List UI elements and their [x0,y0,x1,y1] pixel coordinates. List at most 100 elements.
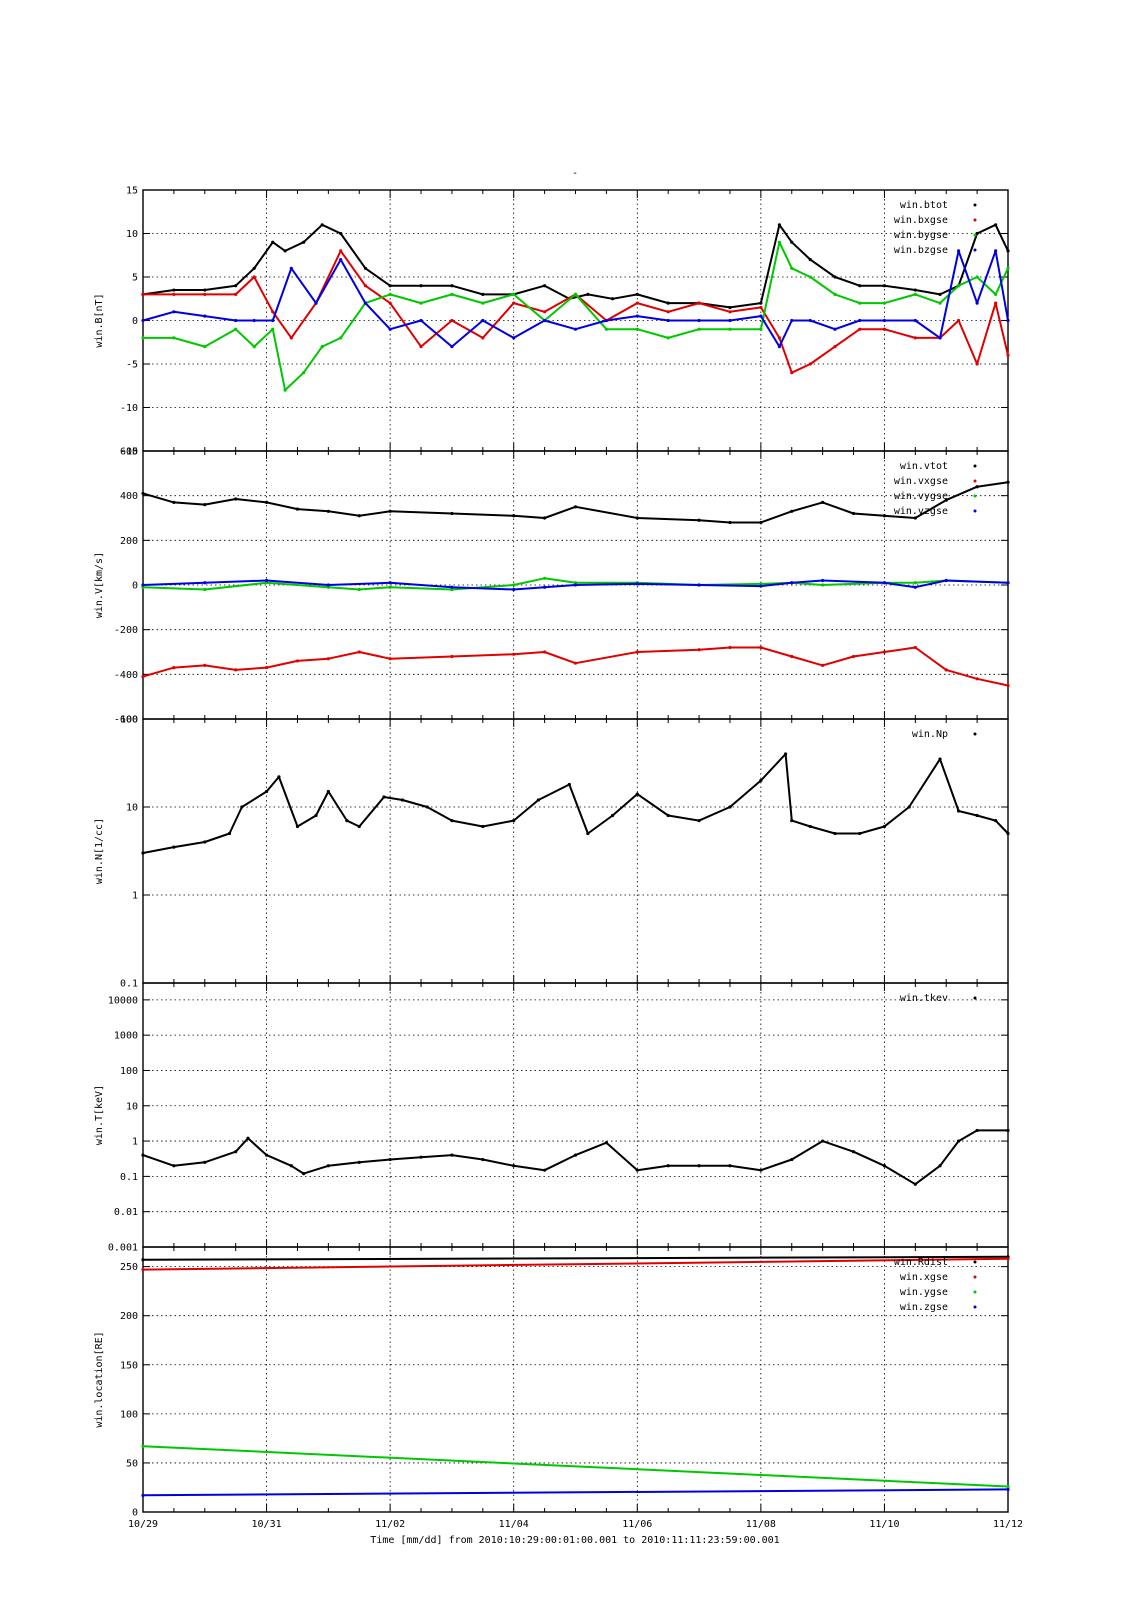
data-point-win-bzgse [790,318,794,323]
series-win-zgse [141,1487,1010,1497]
data-point-win-bxgse [141,292,145,296]
series-line-win-tkev [142,1129,1008,1186]
data-point-win-vxgse [512,652,516,656]
data-point-win-tkev [419,1155,423,1159]
data-point-win-bxgse [339,249,343,253]
data-point-win-vtot [357,514,361,518]
data-point-win-bygse [882,301,887,305]
data-point-win-bxgse [1006,353,1010,357]
data-point-win-vxgse [975,677,979,681]
legend-label: win.vtot [900,461,948,472]
data-point-win-bygse [833,292,837,296]
data-point-win-np [833,831,837,836]
data-point-win-bygse [697,327,701,331]
data-point-win-vtot [450,511,454,516]
data-point-win-bxgse [203,292,207,296]
data-point-win-np [994,819,998,823]
data-point-win-bxgse [512,301,516,305]
data-point-win-tkev [790,1157,794,1162]
data-point-win-bxgse [975,362,979,366]
y-axis-label: win.V[km/s] [94,552,105,618]
y-tick-label: 5 [132,273,138,284]
series-line-win-xgse [142,1257,1009,1271]
x-tick-label: 11/10 [869,1519,899,1530]
series-win-np [141,752,1010,855]
y-tick-label: 0 [132,581,138,592]
data-point-win-np [808,824,812,829]
data-point-win-btot [172,288,176,292]
y-tick-label: 10 [126,229,138,240]
data-point-win-bxgse [808,362,812,366]
legend-marker [973,996,977,1000]
data-point-win-tkev [938,1164,942,1168]
data-point-win-btot [994,223,998,227]
series-line-win-vzgse [142,579,1009,591]
legend-marker [973,494,977,498]
data-point-win-vzgse [913,585,917,589]
data-point-win-bygse [234,327,238,331]
y-tick-label: 1 [132,1137,138,1148]
data-point-win-np [425,805,429,809]
data-point-win-vxgse [543,650,547,654]
data-point-win-bzgse [234,318,238,323]
data-point-win-vxgse [913,645,917,650]
data-point-win-btot [388,284,392,288]
data-point-win-bygse [728,327,732,331]
x-tick-label: 11/04 [499,1519,529,1530]
data-point-win-tkev [573,1153,578,1157]
data-point-win-vtot [234,497,238,501]
data-point-win-vxgse [172,666,176,670]
data-point-win-bzgse [450,345,454,349]
y-axis-label: win.B[nT] [94,293,105,347]
y-tick-label: -200 [114,625,138,636]
data-point-win-vxgse [851,654,856,659]
data-point-win-bzgse [481,318,485,323]
data-point-win-btot [728,305,732,310]
x-tick-label: 10/29 [128,1519,158,1530]
data-point-win-vygse [357,587,361,592]
legend-marker [973,218,977,222]
data-point-win-bzgse [573,327,578,331]
data-point-win-vtot [203,503,207,507]
data-point-win-vxgse [728,645,732,650]
data-point-win-tkev [481,1157,485,1162]
y-tick-label: 400 [120,491,138,502]
data-point-win-bygse [1006,266,1010,270]
data-point-win-np [882,824,887,829]
data-point-win-tkev [604,1141,608,1145]
data-point-win-vtot [882,514,887,518]
data-point-win-bzgse [635,314,639,318]
data-point-win-np [586,831,590,836]
data-point-win-np [400,798,405,802]
data-point-win-tkev [821,1139,825,1143]
panel-win-location-re: 250 200 150 100 50 0 win.location[RE] win.Rdist… [94,1246,1010,1519]
data-point-win-vzgse [944,578,948,583]
data-point-win-btot [808,258,812,262]
data-point-win-vzgse [635,582,639,586]
data-point-win-bxgse [956,318,961,323]
data-point-win-bxgse [858,327,862,331]
data-point-win-bzgse [543,318,547,323]
data-point-win-btot [320,223,324,227]
data-point-win-bygse [419,301,423,305]
y-axis-label: win.T[keV] [94,1085,105,1145]
data-point-win-vygse [141,585,145,589]
data-point-win-bzgse [994,249,998,253]
data-point-win-vxgse [1006,683,1010,688]
data-point-win-vxgse [882,650,887,654]
data-point-win-bygse [666,336,670,340]
data-point-win-vzgse [821,578,825,583]
data-point-win-bygse [252,345,256,349]
data-point-win-bxgse [882,327,887,331]
y-tick-label: 0 [132,316,138,327]
legend-label: win.tkev [900,993,948,1004]
y-axis-label: win.location[RE] [94,1331,105,1427]
data-point-win-bygse [956,284,961,288]
data-point-win-bzgse [419,318,423,323]
data-point-win-btot [777,223,781,227]
data-point-win-np [326,789,330,794]
data-point-win-vygse [573,581,578,585]
legend-marker [973,732,977,736]
data-point-win-np [295,824,300,829]
data-point-win-bxgse [388,301,392,305]
